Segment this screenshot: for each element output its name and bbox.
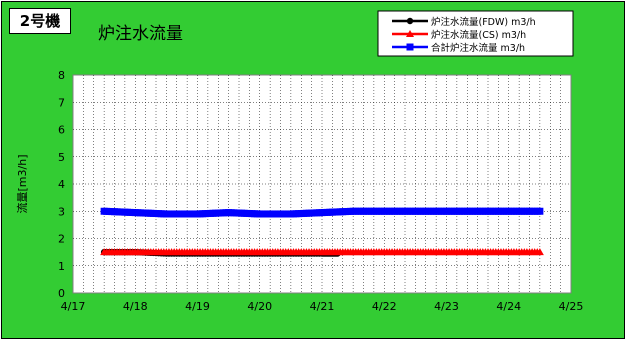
x-tick-label: 4/18: [123, 300, 148, 313]
x-tick-label: 4/21: [310, 300, 335, 313]
legend-label: 合計炉注水流量 m3/h: [431, 42, 525, 54]
series-3: [100, 207, 544, 218]
x-tick-label: 4/23: [434, 300, 459, 313]
data-point: [535, 248, 544, 256]
y-tick-label: 6: [58, 124, 65, 137]
legend-swatch-marker: [406, 30, 414, 37]
legend-swatch-marker: [406, 43, 414, 51]
y-tick-label: 8: [58, 69, 65, 82]
x-tick-label: 4/24: [496, 300, 521, 313]
y-tick-label: 2: [58, 233, 65, 246]
x-tick-label: 4/20: [247, 300, 272, 313]
legend-item: 合計炉注水流量 m3/h: [392, 42, 525, 54]
x-tick-labels: 4/17 4/18 4/19 4/20 4/21 4/22 4/23 4/24 4/25: [61, 300, 584, 313]
y-tick-label: 0: [58, 287, 65, 300]
y-tick-label: 1: [58, 260, 65, 273]
y-tick-label: 3: [58, 205, 65, 218]
data-point: [536, 207, 544, 215]
x-tick-label: 4/17: [61, 300, 86, 313]
legend-item: 炉注水流量(CS) m3/h: [392, 29, 526, 41]
y-tick-label: 7: [58, 96, 65, 109]
y-tick-label: 5: [58, 151, 65, 164]
x-tick-label: 4/19: [185, 300, 210, 313]
legend-item: 炉注水流量(FDW) m3/h: [392, 16, 536, 28]
x-tick-label: 4/25: [559, 300, 584, 313]
legend-label: 炉注水流量(CS) m3/h: [431, 29, 526, 41]
unit-badge: 2号機: [9, 8, 71, 34]
x-tick-label: 4/22: [372, 300, 397, 313]
gridlines: [73, 75, 571, 293]
legend-swatch-marker: [406, 17, 414, 25]
series-layer: [100, 207, 544, 257]
page-title: 炉注水流量: [98, 24, 183, 44]
y-tick-label: 4: [58, 178, 65, 191]
series-2: [100, 248, 544, 256]
y-axis-label: 流量[m3/h]: [15, 155, 29, 214]
y-tick-labels: 0 1 2 3 4 5 6 7 8: [58, 69, 65, 300]
legend-label: 炉注水流量(FDW) m3/h: [431, 16, 536, 28]
